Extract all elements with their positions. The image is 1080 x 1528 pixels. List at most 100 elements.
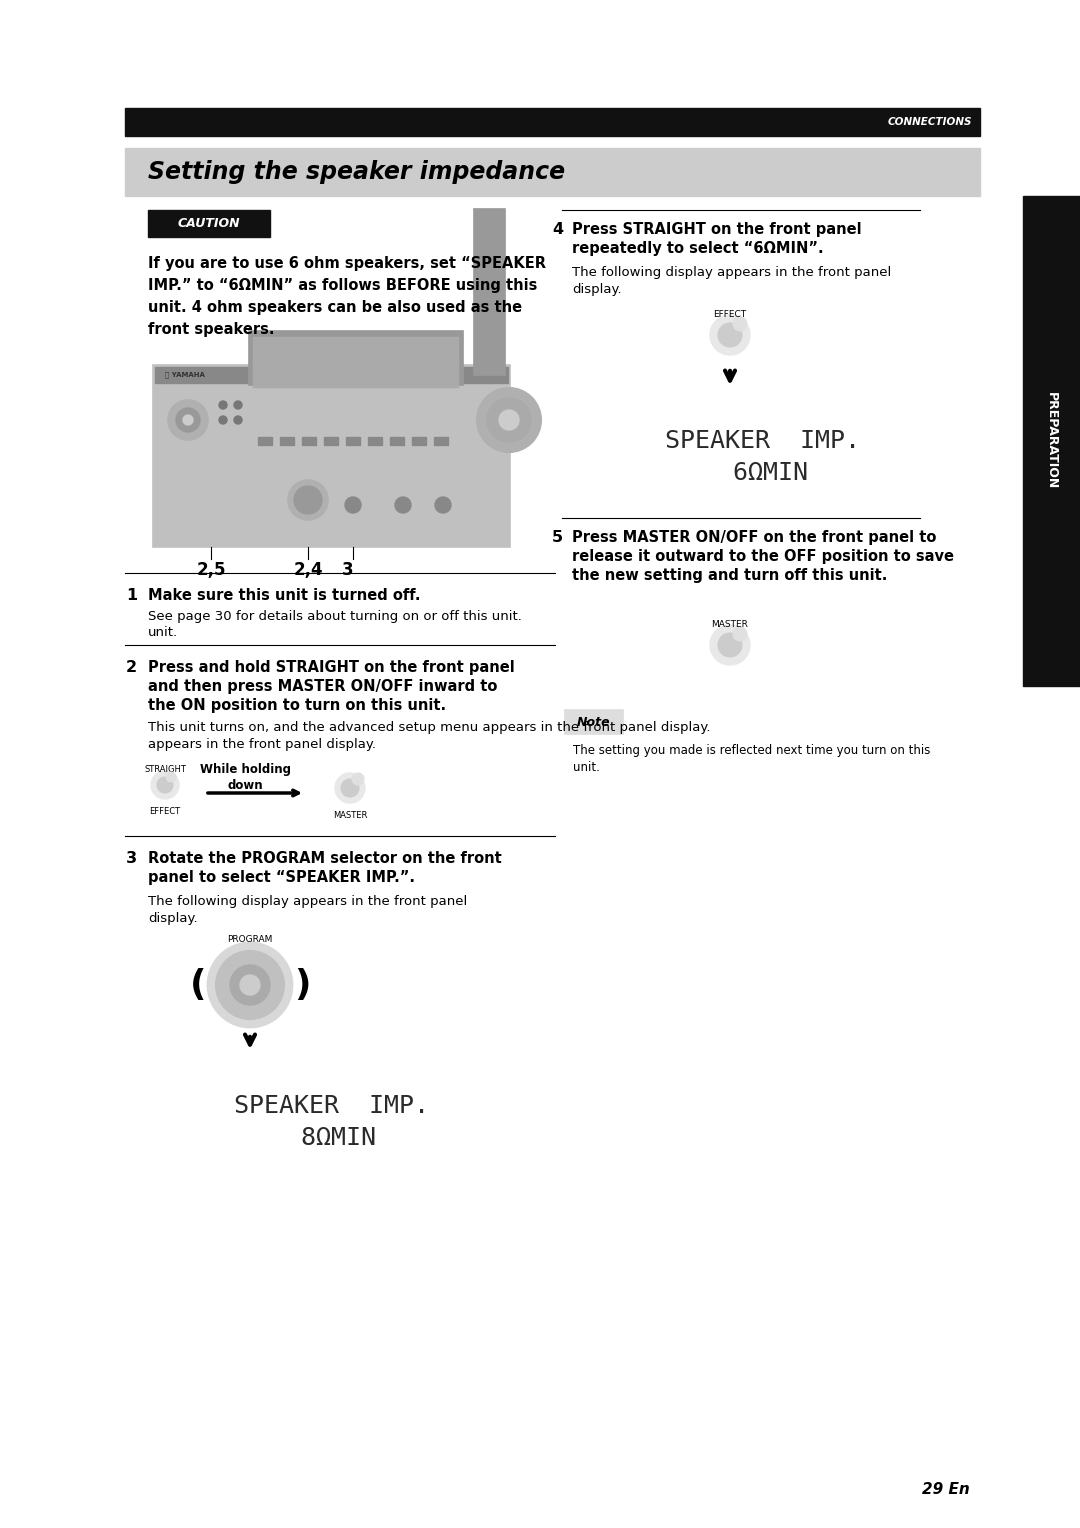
Circle shape	[166, 772, 176, 782]
Text: Note: Note	[577, 715, 611, 729]
Circle shape	[305, 497, 321, 513]
Text: 29 En: 29 En	[922, 1482, 970, 1497]
Circle shape	[710, 625, 750, 665]
Circle shape	[183, 416, 193, 425]
Text: 4: 4	[552, 222, 563, 237]
Text: unit.: unit.	[573, 761, 599, 775]
Bar	[152, 1070, 510, 1164]
Text: PROGRAM: PROGRAM	[227, 935, 272, 944]
Text: display.: display.	[572, 283, 622, 296]
Circle shape	[499, 410, 519, 429]
Bar	[565, 712, 960, 801]
Circle shape	[733, 626, 747, 642]
Circle shape	[341, 779, 359, 798]
Circle shape	[288, 480, 328, 520]
Circle shape	[234, 416, 242, 423]
Bar	[125, 148, 980, 196]
Text: See page 30 for details about turning on or off this unit.: See page 30 for details about turning on…	[148, 610, 522, 623]
Text: 3: 3	[126, 851, 137, 866]
Text: repeatedly to select “6ΩMIN”.: repeatedly to select “6ΩMIN”.	[572, 241, 824, 257]
Text: panel to select “SPEAKER IMP.”.: panel to select “SPEAKER IMP.”.	[148, 869, 415, 885]
Text: 6ΩMIN: 6ΩMIN	[717, 461, 808, 486]
Text: Setting the speaker impedance: Setting the speaker impedance	[148, 160, 565, 183]
Circle shape	[176, 408, 200, 432]
Text: front speakers.: front speakers.	[148, 322, 274, 338]
Circle shape	[335, 773, 365, 804]
Circle shape	[240, 975, 260, 995]
Bar	[368, 437, 382, 445]
Circle shape	[487, 397, 531, 442]
Bar	[258, 437, 272, 445]
Bar	[125, 108, 980, 136]
Text: The following display appears in the front panel: The following display appears in the fro…	[148, 895, 468, 908]
Circle shape	[718, 633, 742, 657]
Text: MASTER: MASTER	[712, 620, 748, 630]
Text: 2,4: 2,4	[293, 561, 323, 579]
Text: 2,5: 2,5	[197, 561, 226, 579]
Bar	[280, 437, 294, 445]
Circle shape	[718, 322, 742, 347]
Text: the new setting and turn off this unit.: the new setting and turn off this unit.	[572, 568, 888, 584]
Text: and then press MASTER ON/OFF inward to: and then press MASTER ON/OFF inward to	[148, 678, 498, 694]
Text: Press MASTER ON/OFF on the front panel to: Press MASTER ON/OFF on the front panel t…	[572, 530, 936, 545]
Circle shape	[234, 400, 242, 410]
Text: ⓨ YAMAHA: ⓨ YAMAHA	[165, 371, 205, 379]
Circle shape	[352, 773, 364, 785]
Text: 1: 1	[126, 588, 137, 604]
Text: Press and hold STRAIGHT on the front panel: Press and hold STRAIGHT on the front pan…	[148, 660, 515, 675]
Text: MASTER: MASTER	[333, 811, 367, 821]
Bar	[153, 365, 510, 547]
Text: 5: 5	[552, 530, 563, 545]
Circle shape	[219, 400, 227, 410]
Circle shape	[435, 497, 451, 513]
Text: unit. 4 ohm speakers can be also used as the: unit. 4 ohm speakers can be also used as…	[148, 299, 522, 315]
Text: EFFECT: EFFECT	[714, 310, 746, 319]
Bar	[565, 711, 623, 733]
Text: unit.: unit.	[148, 626, 178, 639]
Bar	[473, 208, 505, 374]
Text: the ON position to turn on this unit.: the ON position to turn on this unit.	[148, 698, 446, 714]
Circle shape	[395, 497, 411, 513]
Text: The setting you made is reflected next time you turn on this: The setting you made is reflected next t…	[573, 744, 930, 756]
Circle shape	[710, 315, 750, 354]
Text: The following display appears in the front panel: The following display appears in the fro…	[572, 266, 891, 280]
Circle shape	[733, 316, 747, 332]
Text: CAUTION: CAUTION	[178, 217, 241, 231]
Circle shape	[168, 400, 208, 440]
Circle shape	[294, 486, 322, 513]
Text: CONNECTIONS: CONNECTIONS	[888, 118, 972, 127]
Text: (: (	[190, 969, 206, 1002]
Bar	[156, 367, 508, 384]
Text: PREPARATION: PREPARATION	[1044, 393, 1057, 489]
Circle shape	[216, 950, 284, 1019]
Text: 8ΩMIN: 8ΩMIN	[286, 1126, 376, 1151]
Text: SPEAKER  IMP.: SPEAKER IMP.	[665, 429, 860, 454]
Text: release it outward to the OFF position to save: release it outward to the OFF position t…	[572, 549, 954, 564]
Text: IMP.” to “6ΩMIN” as follows BEFORE using this: IMP.” to “6ΩMIN” as follows BEFORE using…	[148, 278, 538, 293]
Bar	[411, 437, 426, 445]
Text: EFFECT: EFFECT	[149, 807, 180, 816]
Bar	[302, 437, 316, 445]
Text: appears in the front panel display.: appears in the front panel display.	[148, 738, 376, 750]
Text: This unit turns on, and the advanced setup menu appears in the front panel displ: This unit turns on, and the advanced set…	[148, 721, 711, 733]
Text: Press STRAIGHT on the front panel: Press STRAIGHT on the front panel	[572, 222, 862, 237]
Bar	[434, 437, 448, 445]
Bar	[248, 330, 463, 385]
Text: display.: display.	[148, 912, 198, 924]
Circle shape	[230, 966, 270, 1005]
Circle shape	[157, 778, 173, 793]
Text: While holding: While holding	[200, 762, 291, 776]
Bar	[148, 209, 270, 237]
Text: Rotate the PROGRAM selector on the front: Rotate the PROGRAM selector on the front	[148, 851, 502, 866]
Text: 3: 3	[342, 561, 354, 579]
Text: If you are to use 6 ohm speakers, set “SPEAKER: If you are to use 6 ohm speakers, set “S…	[148, 257, 546, 270]
Text: 2: 2	[126, 660, 137, 675]
Circle shape	[477, 388, 541, 452]
Text: STRAIGHT: STRAIGHT	[144, 766, 186, 775]
Bar	[565, 405, 960, 500]
Bar	[1023, 196, 1080, 686]
Circle shape	[208, 943, 292, 1027]
Bar	[324, 437, 338, 445]
Circle shape	[151, 772, 179, 799]
Bar	[253, 338, 458, 387]
